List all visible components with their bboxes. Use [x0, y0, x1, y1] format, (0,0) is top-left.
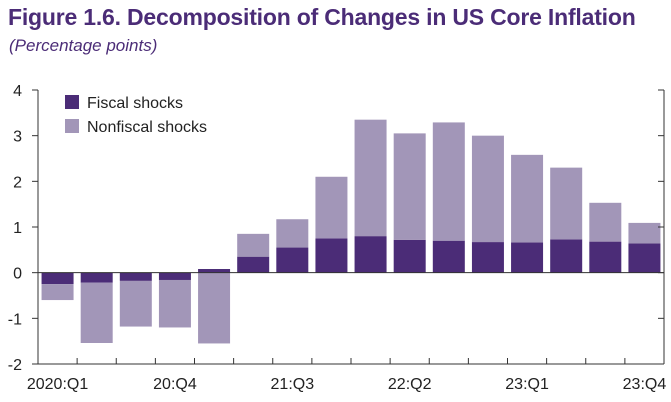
bar-nonfiscal-1	[41, 284, 74, 301]
bar-fiscal-8	[315, 238, 348, 273]
bar-nonfiscal-15	[589, 202, 622, 242]
y-tick-label: 4	[13, 83, 22, 100]
legend-swatch-nonfiscal	[65, 119, 79, 133]
bar-fiscal-1	[41, 272, 74, 285]
legend: Fiscal shocks Nonfiscal shocks	[65, 95, 207, 136]
bar-fiscal-10	[393, 239, 426, 273]
y-tick-label: 1	[13, 220, 22, 237]
bar-fiscal-7	[276, 247, 309, 273]
bar-fiscal-3	[119, 272, 152, 281]
bar-fiscal-12	[471, 242, 504, 273]
y-tick-label: 0	[13, 266, 22, 283]
y-tick-label: -2	[8, 357, 22, 374]
bar-nonfiscal-8	[315, 176, 348, 239]
bar-nonfiscal-14	[550, 167, 583, 240]
bar-nonfiscal-11	[432, 122, 465, 241]
bar-fiscal-11	[432, 240, 465, 273]
bar-nonfiscal-2	[80, 282, 113, 343]
bar-nonfiscal-3	[119, 280, 152, 327]
chart-subtitle: (Percentage points)	[9, 36, 158, 55]
bar-nonfiscal-7	[276, 219, 309, 248]
bar-fiscal-5	[198, 269, 231, 273]
x-tick-label: 2020:Q1	[27, 376, 88, 393]
bar-nonfiscal-4	[158, 279, 191, 328]
bar-nonfiscal-13	[511, 154, 544, 243]
x-tick-label: 22:Q2	[388, 376, 432, 393]
bar-nonfiscal-16	[628, 222, 661, 244]
x-tick-label: 20:Q4	[153, 376, 197, 393]
x-tick-label: 21:Q3	[271, 376, 315, 393]
bars-layer	[41, 119, 661, 344]
legend-label-fiscal: Fiscal shocks	[87, 95, 183, 112]
bar-nonfiscal-12	[471, 135, 504, 243]
y-tick-label: -1	[8, 311, 22, 328]
y-tick-label: 3	[13, 129, 22, 146]
x-tick-label: 23:Q1	[505, 376, 549, 393]
bar-fiscal-9	[354, 236, 387, 273]
bar-nonfiscal-5	[198, 272, 231, 344]
legend-swatch-fiscal	[65, 95, 79, 109]
bar-fiscal-16	[628, 243, 661, 273]
bar-nonfiscal-9	[354, 119, 387, 237]
bar-fiscal-14	[550, 239, 583, 273]
legend-label-nonfiscal: Nonfiscal shocks	[87, 119, 207, 136]
bar-fiscal-4	[158, 272, 191, 280]
bar-fiscal-13	[511, 242, 544, 273]
chart-title: Figure 1.6. Decomposition of Changes in …	[8, 4, 636, 30]
y-tick-label: 2	[13, 174, 22, 191]
bar-fiscal-15	[589, 241, 622, 273]
axes-layer: -2 -1 0 1 2 3 4 2020:Q1 20:Q4 21:Q3 22:Q2 23:Q1 23:Q…	[8, 83, 667, 393]
bar-nonfiscal-6	[237, 233, 270, 257]
bar-fiscal-2	[80, 272, 113, 283]
bar-nonfiscal-10	[393, 133, 426, 240]
x-tick-label: 23:Q4	[623, 376, 667, 393]
bar-fiscal-6	[237, 256, 270, 273]
